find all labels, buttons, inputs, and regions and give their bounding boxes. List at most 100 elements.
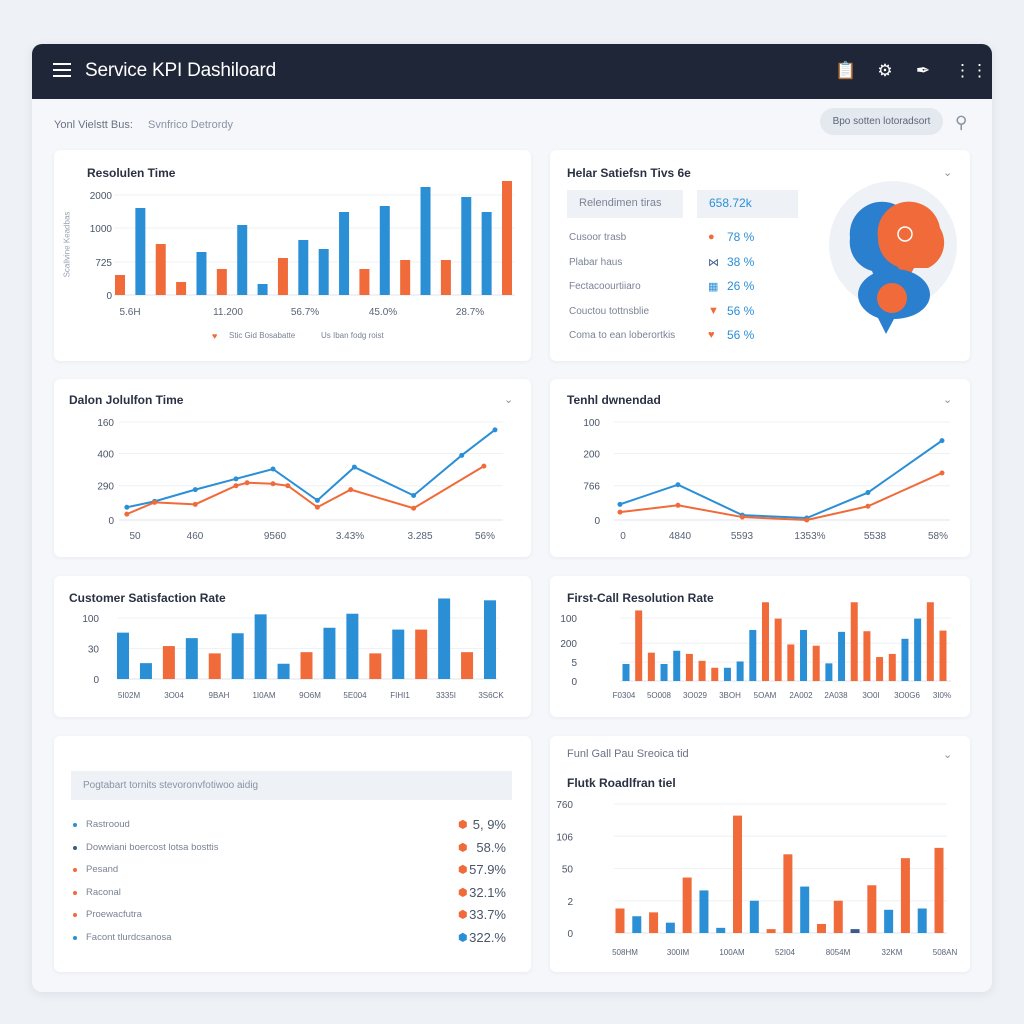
x-tick-label: 3.285 — [407, 531, 432, 542]
chart-title: Customer Satisfaction Rate — [69, 591, 226, 605]
bullet-dot — [73, 935, 77, 940]
list-item-value: 33.7% — [469, 907, 506, 922]
metric-value-box: 658.72k — [697, 190, 798, 218]
bar — [649, 912, 659, 933]
bar — [723, 667, 731, 681]
data-point — [481, 463, 487, 469]
card-resolution-time: 0 725 1000 2000 5.6H 11.200 56.7% 45.0% 28.7% Re… — [54, 150, 531, 361]
bar — [420, 187, 431, 295]
bullet-dot — [73, 868, 77, 872]
app-title: Service KPI Dashiloard — [85, 60, 276, 81]
chevron-down-icon[interactable]: ⌄ — [943, 394, 953, 406]
bar — [761, 602, 769, 681]
bar — [461, 652, 474, 679]
gear-icon[interactable]: ⚙ — [877, 61, 893, 80]
bar — [237, 225, 248, 295]
view-value[interactable]: Svnfrico Detrordy — [148, 119, 233, 131]
hamburger-menu-icon[interactable] — [53, 63, 71, 77]
x-tick-label: 508AN — [933, 948, 958, 957]
user-group-icon: ● — [708, 231, 715, 243]
line-chart: 0 290 400 160 50 460 9560 3.43% 3.285 56% — [97, 418, 503, 542]
report-button[interactable]: Bpo sotten lotoradsort — [820, 108, 943, 135]
pen-icon[interactable]: ✒ — [915, 61, 931, 80]
data-point — [411, 505, 417, 511]
heart-icon: ♥ — [708, 329, 715, 341]
y-tick-label: 30 — [88, 645, 100, 656]
bar — [812, 645, 820, 681]
bar — [346, 613, 359, 679]
data-point — [270, 481, 276, 487]
bar — [736, 661, 744, 681]
y-tick-label: 200 — [583, 449, 600, 460]
bar — [699, 890, 709, 933]
status-icon: ⬢ — [458, 819, 468, 831]
data-point — [314, 497, 320, 503]
y-tick-label: 200 — [560, 639, 577, 650]
bar — [787, 644, 795, 681]
bar — [876, 657, 884, 681]
bullet-dot — [73, 845, 77, 850]
data-point — [675, 482, 681, 488]
bar — [615, 908, 625, 933]
y-tick-label: 0 — [594, 516, 600, 527]
bar — [917, 908, 927, 933]
card-title: Helar Satiefsn Tivs 6e — [567, 166, 691, 180]
bar — [323, 627, 336, 679]
y-tick-label: 1000 — [90, 224, 113, 235]
y-tick-label: 106 — [556, 832, 573, 843]
bar — [749, 900, 759, 933]
bar — [749, 629, 757, 681]
data-point — [865, 490, 871, 496]
more-dots-icon[interactable]: ⋮⋮ — [954, 61, 988, 80]
metric-row-value: 38 % — [727, 254, 755, 269]
x-tick-label: 508HM — [612, 948, 638, 957]
x-tick-label: 3O029 — [683, 691, 708, 700]
filter-input[interactable]: Pogtabart tornits stevoronvfotiwoo aidig — [71, 771, 512, 800]
bullet-dot — [73, 823, 77, 827]
bar — [635, 610, 643, 681]
bar — [660, 663, 668, 681]
data-point — [492, 427, 498, 433]
metric-row-value: 78 % — [727, 230, 755, 244]
x-tick-label: 460 — [187, 531, 204, 542]
bullet-dot — [73, 890, 77, 895]
bar — [783, 854, 793, 933]
x-tick-label: 0 — [620, 531, 626, 542]
data-point — [865, 503, 871, 509]
bar-chart: 0 5 200 100 F0304 5O008 3O029 3BOH 5OAM 2A002 2A03… — [560, 602, 951, 700]
data-point — [124, 511, 130, 517]
list-item-label: Facont tlurdcsanosa — [86, 931, 172, 943]
card-extra-chart: 0 2 50 106 760 508HM 300IM 100AM 52I04 8054M 32KM 5… — [550, 736, 970, 972]
metric-row-label: Couctou tottnsblie — [569, 305, 650, 317]
bar — [254, 614, 267, 679]
list-item-label: Dowwiani boercost lotsa bosttis — [86, 841, 219, 853]
bar — [900, 858, 910, 933]
y-tick-label: 0 — [567, 929, 573, 940]
bar-chart: 0 2 50 106 760 508HM 300IM 100AM 52I04 8054M 32KM 5… — [556, 800, 958, 957]
card-list: Pogtabart tornits stevoronvfotiwoo aidig… — [54, 736, 531, 972]
x-tick-label: 2A038 — [824, 691, 848, 700]
metric-label-box: Relendimen tiras — [567, 190, 683, 218]
x-tick-label: 11.200 — [213, 307, 243, 318]
chevron-down-icon[interactable]: ⌄ — [504, 394, 514, 406]
bar — [685, 653, 693, 681]
bar — [300, 652, 313, 679]
chevron-down-icon[interactable]: ⌄ — [943, 167, 953, 179]
x-tick-label: 1I0AM — [252, 691, 275, 700]
data-point — [192, 501, 198, 507]
bar — [502, 181, 512, 295]
search-icon[interactable]: ⚲ — [955, 113, 968, 132]
chevron-down-icon[interactable]: ⌄ — [943, 749, 953, 761]
list-item-value: 57.9% — [469, 862, 506, 877]
clipboard-icon[interactable]: 📋 — [835, 61, 857, 80]
y-tick-label: 100 — [82, 614, 99, 625]
status-icon: ⬢ — [458, 886, 468, 899]
bar — [934, 847, 944, 933]
bar — [415, 629, 428, 679]
data-point — [804, 517, 810, 523]
list-item-value: 5, 9% — [472, 817, 506, 832]
bar — [926, 602, 934, 681]
bar — [833, 900, 843, 933]
chart-title: Flutk Roadlfran tiel — [567, 776, 676, 790]
metric-row-label: Cusoor trasb — [569, 232, 627, 243]
